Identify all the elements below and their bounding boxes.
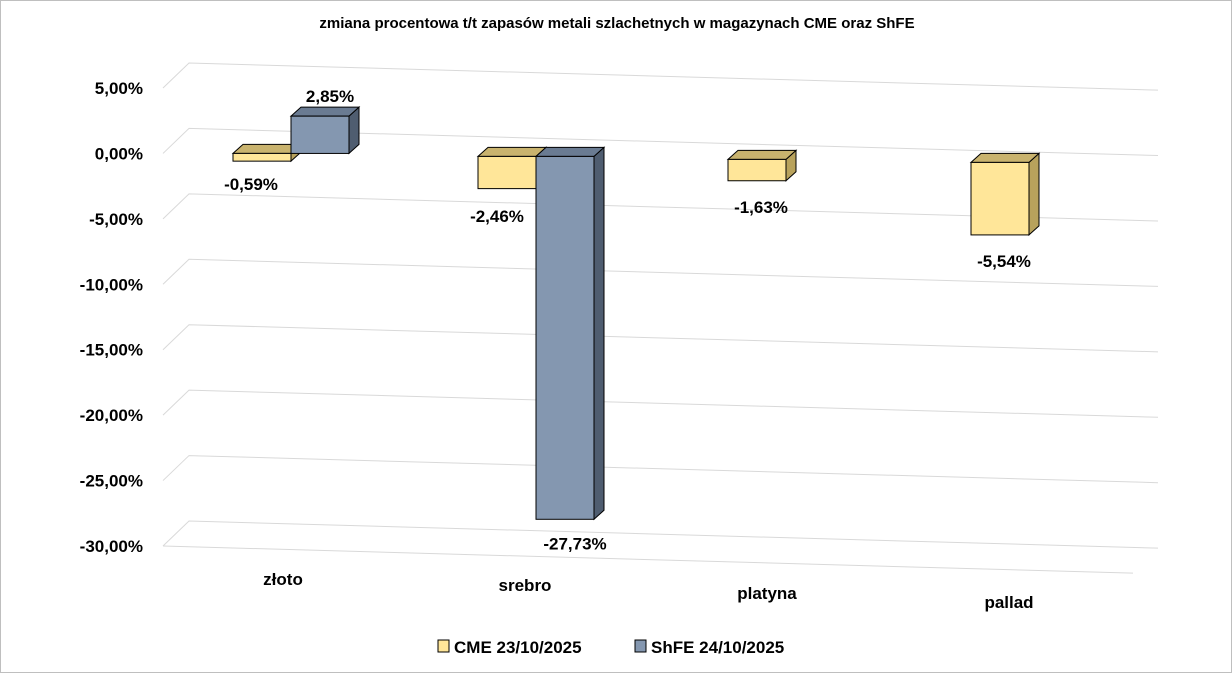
legend-swatch	[634, 639, 647, 653]
y-tick-label: -10,00%	[80, 275, 143, 294]
bar-front	[727, 158, 787, 182]
gridlines	[162, 62, 1159, 574]
data-label-cme: -1,63%	[734, 198, 788, 217]
data-labels: -0,59% 2,85% -2,46% -27,73% -1,63% -5,54%	[224, 87, 1031, 553]
y-tick-label: -25,00%	[80, 472, 143, 491]
data-label-shfe: 2,85%	[306, 87, 354, 106]
bar	[289, 106, 361, 155]
bar-side	[1028, 152, 1040, 237]
floor-line	[162, 545, 1134, 574]
legend-label: ShFE 24/10/2025	[651, 638, 784, 657]
gridline	[162, 520, 1159, 549]
bar-top	[289, 106, 361, 117]
bar	[534, 146, 606, 521]
y-tick-label: -5,00%	[89, 210, 143, 229]
bar	[969, 152, 1041, 237]
chart-title: zmiana procentowa t/t zapasów metali szl…	[319, 15, 914, 32]
bar-front	[290, 115, 350, 154]
x-tick-label: platyna	[737, 584, 797, 603]
bars	[231, 106, 1041, 521]
bar-front	[970, 161, 1030, 236]
gridline	[162, 324, 1159, 353]
x-tick-label: złoto	[263, 570, 303, 589]
gridline	[162, 389, 1159, 418]
y-axis-ticks: 5,00% 0,00% -5,00% -10,00% -15,00% -20,00% -25…	[80, 79, 143, 556]
gridline	[162, 62, 1159, 91]
bar-front	[232, 152, 292, 162]
data-label-cme: -0,59%	[224, 175, 278, 194]
y-tick-label: -30,00%	[80, 537, 143, 556]
gridline	[162, 455, 1159, 484]
bar-top	[969, 152, 1041, 163]
x-tick-label: pallad	[984, 593, 1033, 612]
x-axis-ticks: złoto srebro platyna pallad	[263, 570, 1033, 612]
data-label-cme: -5,54%	[977, 252, 1031, 271]
data-label-shfe: -27,73%	[543, 534, 606, 553]
gridline	[162, 193, 1159, 222]
bar-top	[476, 146, 548, 157]
data-label-cme: -2,46%	[470, 207, 524, 226]
y-tick-label: -20,00%	[80, 406, 143, 425]
bar-side	[593, 146, 605, 521]
y-tick-label: -15,00%	[80, 341, 143, 360]
y-tick-label: 5,00%	[95, 79, 143, 98]
gridline	[162, 258, 1159, 287]
legend-label: CME 23/10/2025	[454, 638, 582, 657]
gridline	[162, 127, 1159, 157]
bar	[726, 149, 798, 182]
bar-front	[535, 155, 595, 520]
bar-front	[477, 155, 537, 190]
legend-swatch	[437, 639, 450, 653]
y-tick-label: 0,00%	[95, 144, 143, 163]
bar-top	[534, 146, 606, 157]
legend: CME 23/10/2025 ShFE 24/10/2025	[437, 638, 784, 657]
x-tick-label: srebro	[499, 576, 552, 595]
bar-top	[726, 149, 798, 160]
